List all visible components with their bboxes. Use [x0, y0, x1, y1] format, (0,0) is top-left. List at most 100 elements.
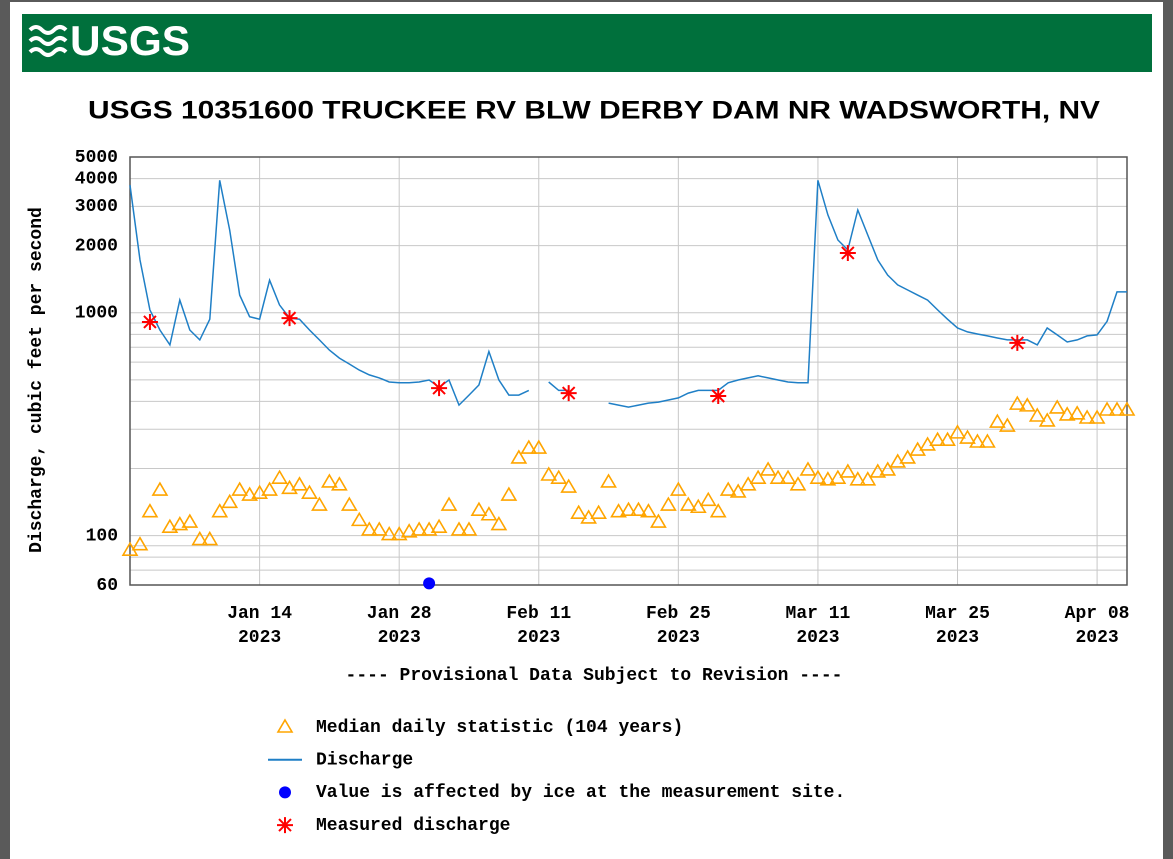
- median-marker: [251, 484, 269, 499]
- median-marker: [410, 521, 428, 536]
- median-marker: [321, 473, 338, 488]
- y-tick-label: 5000: [75, 148, 118, 168]
- legend-label: Value is affected by ice at the measurem…: [316, 783, 845, 803]
- median-marker: [500, 486, 518, 501]
- x-tick-year: 2023: [378, 628, 421, 648]
- median-marker: [1048, 399, 1066, 414]
- median-marker: [1088, 409, 1106, 424]
- x-tick-label: Mar 11: [786, 604, 851, 624]
- median-marker: [530, 439, 548, 454]
- measured-marker: [281, 310, 298, 327]
- median-marker: [869, 463, 887, 478]
- median-marker: [221, 493, 239, 509]
- x-tick-label: Jan 14: [227, 604, 292, 624]
- median-marker: [430, 518, 448, 534]
- x-tick-year: 2023: [936, 628, 979, 648]
- measured-marker: [1009, 334, 1026, 351]
- median-marker: [301, 484, 318, 499]
- median-marker: [839, 463, 857, 478]
- median-marker: [749, 469, 767, 484]
- median-marker: [659, 496, 677, 511]
- median-marker: [979, 433, 996, 448]
- median-marker: [679, 496, 697, 511]
- median-marker: [390, 526, 408, 541]
- median-marker: [939, 431, 956, 446]
- median-marker: [291, 476, 308, 491]
- median-marker: [879, 461, 897, 476]
- legend-label: Median daily statistic (104 years): [316, 718, 683, 738]
- median-marker: [1058, 406, 1076, 421]
- median-marker: [151, 481, 169, 496]
- median-marker: [600, 473, 617, 488]
- median-marker: [729, 483, 747, 498]
- marker-group: [121, 395, 1136, 556]
- median-marker: [1018, 397, 1036, 412]
- median-marker: [450, 521, 468, 536]
- median-marker: [929, 431, 946, 446]
- measured-marker: [710, 388, 727, 405]
- median-marker: [420, 521, 438, 536]
- y-axis-label: Discharge, cubic feet per second: [27, 207, 47, 553]
- logo-waves: [28, 25, 68, 57]
- chart-title: USGS 10351600 TRUCKEE RV BLW DERBY DAM N…: [88, 97, 1100, 125]
- measured-marker: [839, 244, 856, 261]
- median-marker: [480, 506, 498, 521]
- median-marker: [171, 516, 189, 531]
- median-marker: [819, 471, 837, 486]
- median-marker: [630, 501, 647, 516]
- median-marker: [350, 511, 368, 527]
- x-tick-year: 2023: [238, 628, 281, 648]
- x-tick-label: Feb 11: [506, 604, 571, 624]
- measured-marker: [560, 385, 577, 402]
- legend-label: Measured discharge: [316, 816, 510, 836]
- x-tick-year: 2023: [657, 628, 700, 648]
- x-tick-label: Feb 25: [646, 604, 711, 624]
- median-marker: [669, 481, 687, 496]
- median-marker: [899, 449, 917, 464]
- x-tick-year: 2023: [796, 628, 839, 648]
- median-marker: [191, 530, 209, 546]
- plot-frame: [129, 156, 1128, 586]
- median-marker: [271, 469, 288, 484]
- median-marker: [1038, 412, 1056, 427]
- median-marker: [620, 501, 637, 516]
- median-marker: [520, 439, 538, 454]
- median-marker: [699, 491, 717, 507]
- x-tick-label: Mar 25: [925, 604, 990, 624]
- median-marker: [560, 478, 578, 493]
- median-marker: [311, 496, 328, 511]
- median-marker: [281, 479, 298, 495]
- banner: [22, 14, 1152, 72]
- x-tick-year: 2023: [517, 628, 560, 648]
- median-marker: [969, 433, 986, 448]
- legend-marker: [276, 718, 294, 733]
- median-marker: [1068, 405, 1086, 420]
- median-marker: [261, 481, 278, 496]
- median-marker: [540, 466, 558, 481]
- measured-marker: [431, 380, 448, 397]
- y-tick-label: 3000: [75, 197, 118, 217]
- median-marker: [380, 526, 398, 541]
- median-marker: [460, 521, 478, 536]
- y-tick-label: 4000: [75, 169, 118, 189]
- x-tick-label: Jan 28: [367, 604, 432, 624]
- y-tick-label: 2000: [75, 236, 118, 256]
- median-marker: [998, 417, 1016, 432]
- median-marker: [849, 471, 867, 486]
- legend-marker: [279, 786, 291, 799]
- y-tick-label: 1000: [75, 303, 118, 323]
- measured-marker: [141, 313, 158, 330]
- median-marker: [719, 481, 737, 496]
- median-marker: [340, 496, 358, 511]
- median-marker: [400, 523, 418, 538]
- median-marker: [640, 503, 657, 518]
- x-tick-label: Apr 08: [1065, 604, 1130, 624]
- legend-entry: Discharge: [268, 750, 413, 770]
- legend-label: Discharge: [316, 750, 413, 770]
- median-marker: [131, 536, 149, 551]
- median-marker: [330, 476, 348, 491]
- median-marker: [689, 498, 707, 514]
- median-marker: [1028, 407, 1046, 422]
- median-marker: [370, 521, 388, 536]
